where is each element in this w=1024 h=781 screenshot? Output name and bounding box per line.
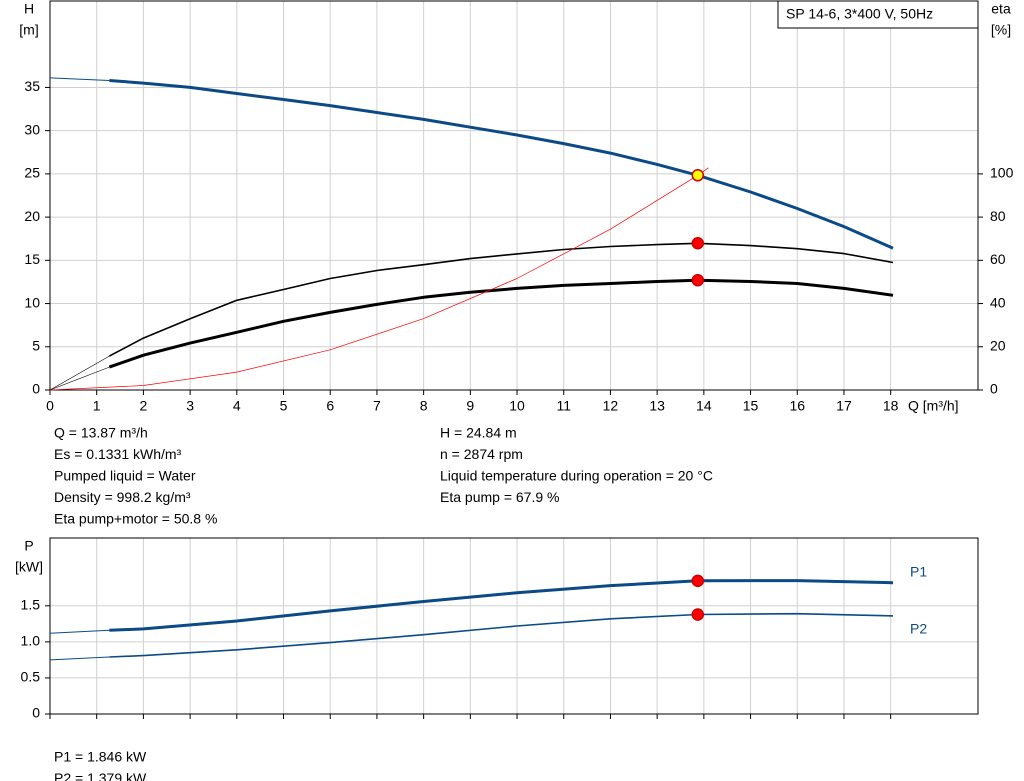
y-tick-label: 30	[24, 121, 40, 137]
legend-text: SP 14-6, 3*400 V, 50Hz	[786, 6, 933, 22]
info-text: Density = 998.2 kg/m³	[54, 489, 191, 505]
x-tick-label: 11	[556, 398, 571, 414]
y2-axis-unit: [%]	[991, 22, 1011, 38]
y-tick-label: 20	[24, 208, 40, 224]
x-tick-label: 3	[186, 398, 194, 414]
y-tick-label: 25	[24, 165, 40, 181]
operating-point	[691, 608, 705, 621]
x-tick-label: 16	[789, 398, 805, 414]
x-tick-label: 8	[420, 398, 428, 414]
plot-frame	[49, 0, 979, 391]
x-tick-label: 9	[466, 398, 474, 414]
y-tick-label: 35	[24, 78, 40, 94]
x-tick-label: 0	[46, 398, 54, 414]
y-axis-unit: [kW]	[15, 559, 43, 575]
y2-tick-label: 40	[990, 294, 1006, 310]
x-tick-label: 10	[509, 398, 525, 414]
curve	[49, 656, 110, 661]
curve	[49, 629, 110, 634]
curve	[109, 579, 894, 632]
x-tick-label: 17	[836, 398, 852, 414]
info-text: Pumped liquid = Water	[54, 468, 196, 484]
y-tick-label: 5	[32, 337, 40, 353]
y2-tick-label: 100	[990, 165, 1014, 181]
y2-tick-label: 0	[990, 381, 998, 397]
curve	[49, 355, 110, 391]
y-tick-label: 15	[24, 251, 40, 267]
x-tick-label: 15	[743, 398, 759, 414]
legend-box	[777, 0, 979, 29]
curve	[109, 79, 894, 250]
x-tick-label: 12	[603, 398, 619, 414]
series-label: P1	[910, 563, 927, 579]
info-text: Eta pump = 67.9 %	[440, 489, 559, 505]
info-text: Es = 0.1331 kWh/m³	[54, 446, 182, 462]
info-text: H = 24.84 m	[440, 425, 517, 441]
info-text: Q = 13.87 m³/h	[54, 425, 148, 441]
operating-point	[691, 273, 705, 287]
operating-point	[691, 574, 705, 588]
x-tick-label: 14	[696, 398, 712, 414]
y-tick-label: 1.0	[21, 633, 41, 649]
x-tick-label: 7	[373, 398, 381, 414]
y-tick-label: 1.5	[21, 597, 41, 613]
info-text: Liquid temperature during operation = 20…	[440, 468, 713, 484]
series-label: P2	[910, 621, 927, 637]
info-text: P2 = 1.379 kW	[54, 770, 147, 781]
x-axis-title: Q [m³/h]	[908, 398, 959, 414]
x-tick-label: 13	[649, 398, 665, 414]
x-tick-label: 5	[280, 398, 288, 414]
x-tick-label: 4	[233, 398, 241, 414]
x-tick-label: 1	[93, 398, 101, 414]
y2-tick-label: 80	[990, 208, 1006, 224]
y-axis-title: P	[24, 538, 33, 554]
info-text: n = 2874 rpm	[440, 446, 523, 462]
x-tick-label: 18	[883, 398, 899, 414]
y-axis-title: H	[24, 1, 34, 17]
x-tick-label: 6	[326, 398, 334, 414]
curve	[49, 366, 110, 391]
operating-point	[691, 169, 705, 182]
x-tick-label: 2	[140, 398, 148, 414]
y2-axis-title: eta	[991, 1, 1011, 17]
y-tick-label: 10	[24, 294, 40, 310]
info-text: Eta pump+motor = 50.8 %	[54, 511, 217, 527]
y-tick-label: 0.5	[21, 669, 41, 685]
curve	[109, 612, 894, 658]
y-tick-label: 0	[32, 381, 40, 397]
operating-point	[691, 237, 705, 250]
curve	[108, 278, 894, 369]
curve	[49, 167, 709, 391]
curve	[49, 77, 110, 81]
y-tick-label: 0	[32, 705, 40, 721]
info-text: P1 = 1.846 kW	[54, 749, 147, 765]
y2-tick-label: 20	[990, 337, 1006, 353]
curve	[108, 242, 894, 357]
y-axis-unit: [m]	[19, 22, 38, 38]
plot-frame	[49, 537, 979, 715]
y2-tick-label: 60	[990, 251, 1006, 267]
